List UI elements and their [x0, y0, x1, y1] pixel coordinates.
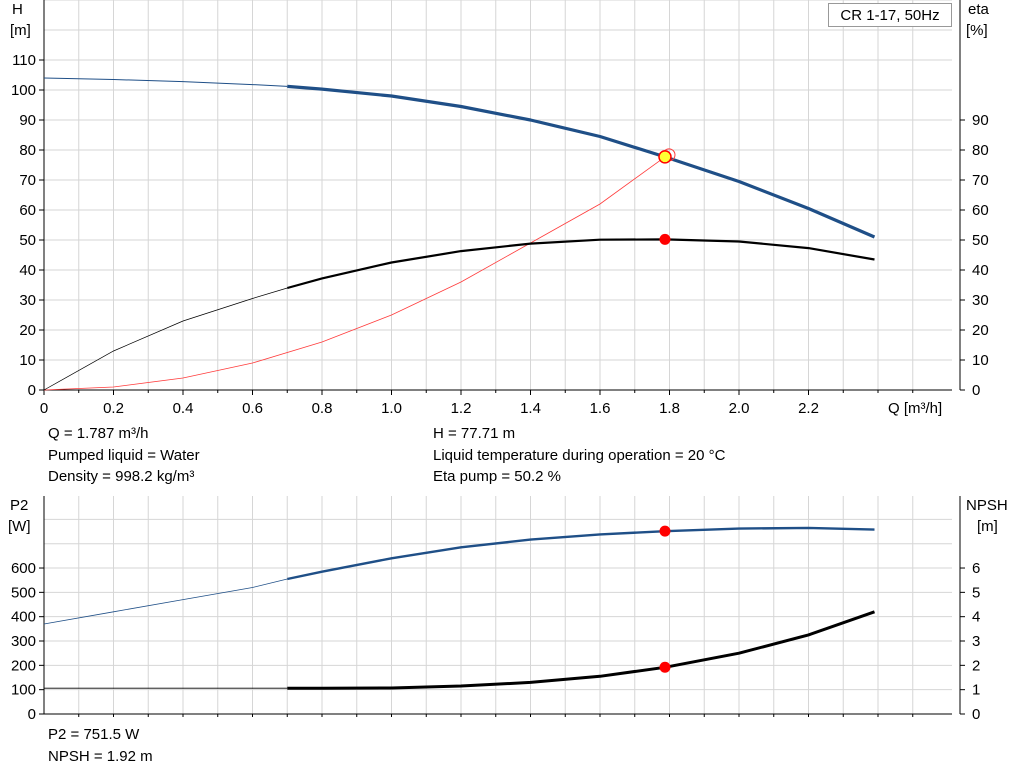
top-left-tick-label: 30	[19, 292, 36, 309]
bottom-left-axis-unit: [W]	[8, 518, 31, 535]
npsh-curve	[287, 610, 875, 690]
p2-curve	[287, 526, 875, 581]
info-head: H = 77.71 m	[433, 425, 516, 442]
npsh-operating-point	[659, 661, 671, 673]
p2-operating-point	[659, 525, 671, 537]
top-right-tick-label: 90	[972, 112, 989, 129]
top-left-axis-unit: [m]	[10, 22, 31, 39]
bottom-left-tick-label: 500	[11, 584, 36, 601]
top-right-tick-label: 20	[972, 322, 989, 339]
bottom-right-tick-label: 6	[972, 560, 980, 577]
top-x-tick-label: 0.8	[312, 400, 333, 417]
bottom-left-tick-label: 0	[28, 706, 36, 723]
top-right-tick-label: 10	[972, 352, 989, 369]
legend-pump-model: CR 1-17, 50Hz	[828, 3, 952, 27]
top-right-tick-label: 60	[972, 202, 989, 219]
bottom-right-tick-label: 3	[972, 633, 980, 650]
top-x-tick-label: 0.4	[173, 400, 194, 417]
top-left-tick-label: 20	[19, 322, 36, 339]
top-right-tick-label: 80	[972, 142, 989, 159]
info-p2: P2 = 751.5 W	[48, 726, 140, 743]
eta-curve-thin	[43, 287, 288, 391]
bottom-right-axis-title: NPSH	[966, 497, 1008, 514]
head-curve	[287, 84, 876, 239]
chart-tick-labels: 0102030405060708090100110010203040506070…	[8, 1, 1008, 723]
top-left-tick-label: 10	[19, 352, 36, 369]
top-x-tick-label: 1.8	[659, 400, 680, 417]
top-left-tick-label: 60	[19, 202, 36, 219]
top-x-tick-label: 0	[40, 400, 48, 417]
top-left-axis-title: H	[12, 1, 23, 18]
bottom-right-axis-unit: [m]	[977, 518, 998, 535]
top-left-tick-label: 110	[12, 52, 36, 69]
top-x-tick-label: 2.2	[798, 400, 819, 417]
info-liquid: Pumped liquid = Water	[48, 447, 200, 464]
top-x-tick-label: 1.4	[520, 400, 541, 417]
top-left-tick-label: 70	[19, 172, 36, 189]
bottom-left-axis-title: P2	[10, 497, 28, 514]
top-x-tick-label: 1.2	[451, 400, 472, 417]
top-right-axis-unit: [%]	[966, 22, 988, 39]
eta-curve	[287, 238, 875, 290]
info-temperature: Liquid temperature during operation = 20…	[433, 447, 726, 464]
top-left-tick-label: 90	[19, 112, 36, 129]
top-x-axis-title: Q [m³/h]	[888, 400, 942, 417]
top-left-tick-label: 0	[28, 382, 36, 399]
bottom-left-tick-label: 200	[11, 657, 36, 674]
top-x-tick-label: 0.2	[103, 400, 124, 417]
head-curve-thin	[43, 77, 288, 87]
top-left-tick-label: 100	[11, 82, 36, 99]
info-eta: Eta pump = 50.2 %	[433, 468, 561, 485]
bottom-right-tick-label: 5	[972, 584, 980, 601]
top-x-tick-label: 0.6	[242, 400, 263, 417]
top-x-tick-label: 1.0	[381, 400, 402, 417]
info-density: Density = 998.2 kg/m³	[48, 468, 195, 485]
top-left-tick-label: 40	[19, 262, 36, 279]
head-operating-point	[658, 150, 672, 164]
system-curve	[43, 156, 666, 391]
chart-axes	[39, 0, 965, 717]
info-flow: Q = 1.787 m³/h	[48, 425, 149, 442]
bottom-right-tick-label: 4	[972, 609, 980, 626]
top-right-tick-label: 70	[972, 172, 989, 189]
bottom-left-tick-label: 100	[11, 682, 36, 699]
eta-operating-point	[659, 233, 671, 245]
top-x-tick-label: 1.6	[590, 400, 611, 417]
top-chart-grid	[44, 0, 952, 390]
top-right-axis-title: eta	[968, 1, 990, 18]
top-right-tick-label: 50	[972, 232, 989, 249]
top-left-tick-label: 80	[19, 142, 36, 159]
top-x-tick-label: 2.0	[729, 400, 750, 417]
bottom-left-tick-label: 600	[11, 560, 36, 577]
bottom-left-tick-label: 400	[11, 609, 36, 626]
top-left-tick-label: 50	[19, 232, 36, 249]
top-right-tick-label: 0	[972, 382, 980, 399]
chart-curves	[43, 77, 876, 690]
info-npsh: NPSH = 1.92 m	[48, 748, 153, 765]
top-right-tick-label: 40	[972, 262, 989, 279]
bottom-left-tick-label: 300	[11, 633, 36, 650]
bottom-right-tick-label: 1	[972, 682, 980, 699]
p2-curve-thin	[43, 578, 288, 625]
bottom-right-tick-label: 0	[972, 706, 980, 723]
bottom-right-tick-label: 2	[972, 657, 980, 674]
bottom-chart-grid	[44, 496, 952, 714]
top-right-tick-label: 30	[972, 292, 989, 309]
